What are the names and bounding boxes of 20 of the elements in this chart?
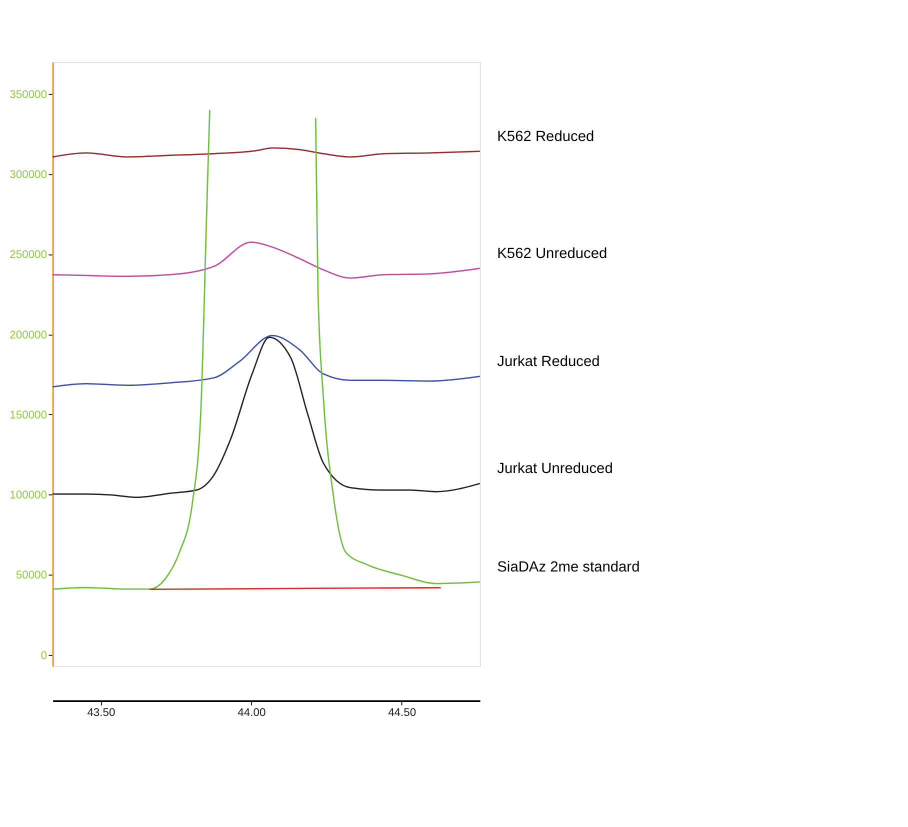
x-tick-label: 43.50 bbox=[87, 706, 116, 719]
y-tick-label: 350000 bbox=[10, 88, 48, 101]
series-label: K562 Unreduced bbox=[497, 246, 608, 262]
line-series bbox=[52, 334, 481, 388]
y-tick-label: 250000 bbox=[10, 249, 48, 262]
y-tick-label: 150000 bbox=[10, 409, 48, 422]
series-label: Jurkat Reduced bbox=[497, 354, 600, 370]
series-label: K562 Reduced bbox=[497, 128, 594, 145]
x-tick-label: 44.50 bbox=[388, 706, 416, 719]
y-tick-label: 50000 bbox=[16, 570, 48, 582]
line-series bbox=[52, 336, 481, 498]
y-tick-label: 100000 bbox=[10, 490, 48, 502]
y-tick-label: 200000 bbox=[10, 329, 48, 342]
y-tick-label: 0 bbox=[40, 650, 48, 662]
y-tick-label: 300000 bbox=[10, 169, 48, 182]
x-tick-label: 44.00 bbox=[238, 706, 266, 719]
series-label: SiaDAz 2me standard bbox=[497, 560, 640, 576]
series-label: Jurkat Unreduced bbox=[497, 461, 613, 478]
line-series bbox=[52, 147, 481, 158]
line-series bbox=[52, 241, 481, 279]
